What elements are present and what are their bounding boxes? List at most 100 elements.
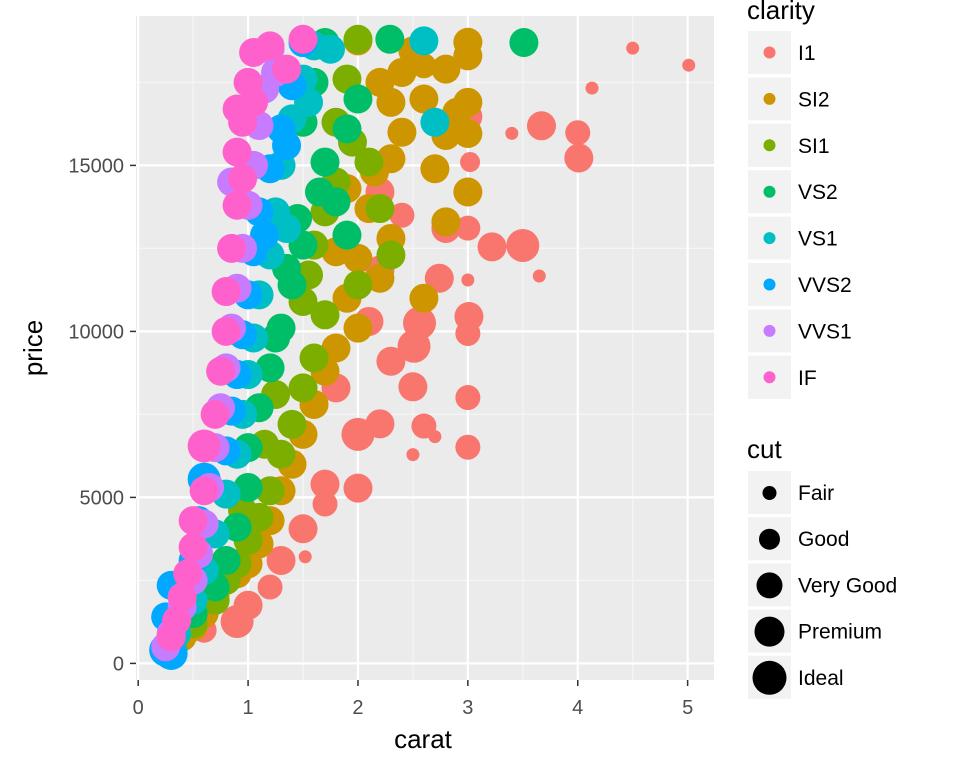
legend-label: Good bbox=[798, 528, 849, 551]
data-point bbox=[167, 582, 197, 612]
data-point bbox=[211, 545, 241, 575]
data-point bbox=[288, 24, 318, 54]
legend-label: Premium bbox=[798, 621, 882, 644]
data-point bbox=[376, 240, 406, 270]
data-point bbox=[365, 263, 395, 293]
data-point bbox=[343, 473, 373, 503]
x-axis: 0 1 2 3 4 5 bbox=[133, 680, 693, 719]
data-point bbox=[420, 154, 450, 184]
data-point bbox=[526, 111, 556, 141]
data-point bbox=[315, 34, 345, 64]
data-point bbox=[187, 429, 221, 463]
legend-swatch bbox=[762, 486, 777, 500]
data-point bbox=[406, 448, 420, 462]
cut-legend: cut Fair Good Very Good Premium Ideal bbox=[747, 434, 897, 699]
data-point bbox=[626, 41, 640, 55]
data-point bbox=[455, 434, 481, 460]
data-point bbox=[389, 202, 415, 228]
y-axis: 0 5000 10000 15000 bbox=[68, 155, 136, 675]
data-point bbox=[250, 220, 280, 250]
clarity-legend: clarity I1 SI2 SI1 VS2 VS1 VVS2 VVS1 IF bbox=[747, 0, 852, 399]
data-point bbox=[343, 24, 373, 54]
data-point bbox=[431, 54, 461, 84]
data-point bbox=[365, 194, 395, 224]
data-point bbox=[206, 356, 236, 386]
legend-label: Fair bbox=[798, 482, 834, 505]
data-point bbox=[178, 506, 208, 536]
data-point bbox=[420, 107, 450, 137]
legend-swatch bbox=[756, 572, 783, 599]
data-point bbox=[222, 190, 252, 220]
legend-swatch bbox=[763, 92, 776, 105]
data-point bbox=[411, 413, 437, 439]
legend-swatch bbox=[754, 616, 785, 647]
data-point bbox=[682, 58, 696, 72]
clarity-legend-title: clarity bbox=[747, 0, 815, 25]
data-point bbox=[312, 491, 338, 517]
data-point bbox=[173, 559, 203, 589]
legend-label: I1 bbox=[798, 42, 816, 65]
data-point bbox=[461, 273, 475, 287]
data-point bbox=[565, 120, 591, 146]
legend-label: SI1 bbox=[798, 135, 830, 158]
data-point bbox=[532, 269, 546, 283]
data-point bbox=[409, 26, 439, 56]
data-point bbox=[376, 346, 406, 376]
x-tick-label: 4 bbox=[572, 697, 583, 719]
data-point bbox=[255, 476, 285, 506]
data-point bbox=[288, 373, 318, 403]
y-tick-label: 10000 bbox=[68, 321, 124, 343]
data-point bbox=[409, 84, 439, 114]
data-point bbox=[387, 57, 417, 87]
data-point bbox=[222, 94, 252, 124]
legend-label: VS1 bbox=[798, 228, 838, 251]
data-point bbox=[272, 130, 302, 160]
data-point bbox=[257, 574, 283, 600]
data-point bbox=[462, 31, 483, 52]
data-point bbox=[409, 283, 439, 313]
data-point bbox=[217, 233, 247, 263]
data-point bbox=[343, 270, 373, 300]
data-point bbox=[343, 243, 373, 273]
data-point bbox=[403, 306, 437, 340]
x-tick-label: 2 bbox=[352, 697, 363, 719]
data-point bbox=[211, 277, 241, 307]
data-point bbox=[341, 417, 375, 451]
data-point bbox=[261, 323, 291, 353]
data-point bbox=[299, 343, 329, 373]
legend-label: VVS2 bbox=[798, 274, 852, 297]
data-point bbox=[564, 143, 594, 173]
data-point bbox=[585, 81, 599, 95]
data-point bbox=[310, 147, 340, 177]
data-point bbox=[255, 353, 285, 383]
legend-swatch bbox=[763, 232, 776, 245]
data-point bbox=[505, 126, 519, 140]
cut-legend-title: cut bbox=[747, 434, 782, 464]
legend-swatch bbox=[759, 528, 780, 550]
legend-swatch bbox=[763, 278, 776, 291]
y-tick-label: 5000 bbox=[80, 487, 125, 509]
data-point bbox=[455, 320, 481, 346]
legend-label: SI2 bbox=[798, 88, 830, 111]
data-point bbox=[228, 164, 258, 194]
y-tick-label: 0 bbox=[113, 653, 124, 675]
y-tick-label: 15000 bbox=[68, 155, 124, 177]
data-point bbox=[310, 300, 340, 330]
x-axis-title: carat bbox=[394, 724, 453, 754]
data-point bbox=[376, 87, 406, 117]
legend-label: VVS1 bbox=[798, 320, 852, 343]
data-point bbox=[387, 117, 417, 147]
data-point bbox=[424, 263, 454, 293]
x-tick-label: 5 bbox=[682, 697, 693, 719]
data-point bbox=[398, 372, 428, 402]
legend-swatch bbox=[763, 139, 776, 152]
data-point bbox=[266, 545, 296, 575]
data-point bbox=[431, 207, 461, 237]
data-point bbox=[222, 512, 252, 542]
legend-label: IF bbox=[798, 367, 817, 390]
data-point bbox=[375, 24, 405, 54]
legend-swatch bbox=[763, 185, 776, 198]
legend-swatch bbox=[763, 46, 776, 59]
x-tick-label: 0 bbox=[133, 697, 144, 719]
